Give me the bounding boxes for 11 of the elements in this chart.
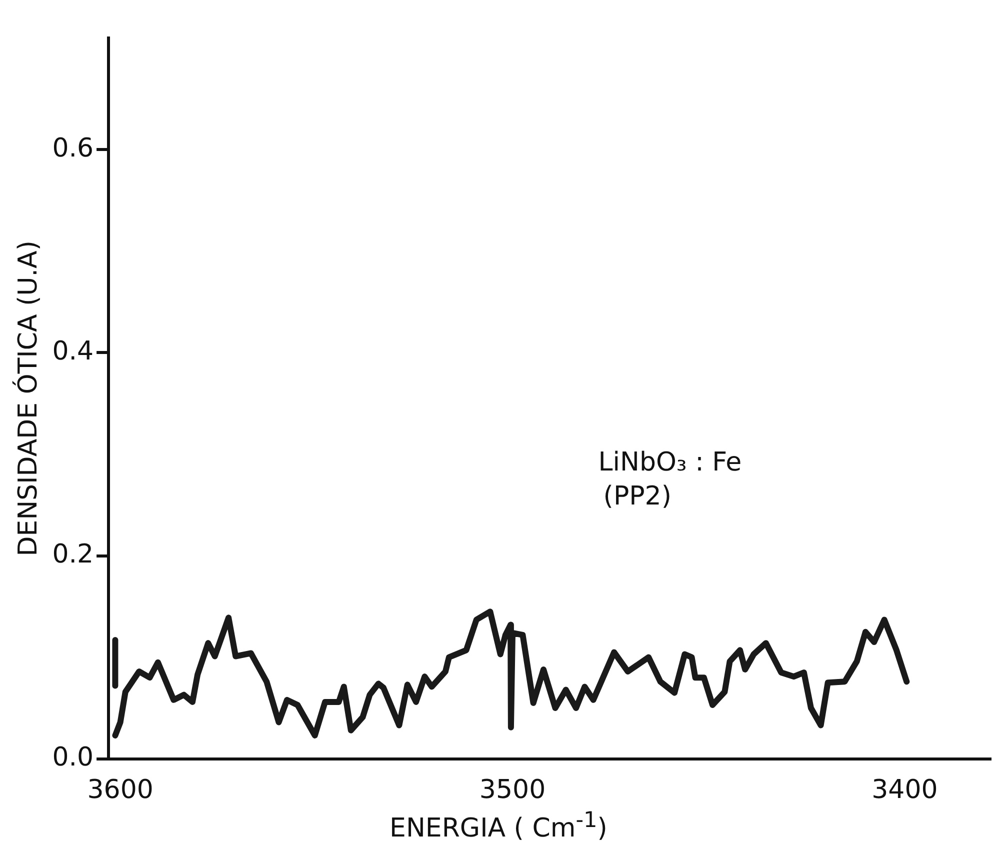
y-tick-label: 0.0 bbox=[52, 742, 94, 773]
x-tick-label: 3600 bbox=[87, 775, 154, 806]
annotation: LiNbO₃ : Fe bbox=[598, 447, 742, 478]
y-tick-label: 0.4 bbox=[52, 336, 94, 366]
x-tick-label: 3500 bbox=[479, 775, 546, 806]
y-tick-label: 0.2 bbox=[52, 540, 94, 570]
y-tick-label: 0.6 bbox=[52, 133, 94, 164]
x-axis-title: ENERGIA ( Cm$^{-1}$) bbox=[388, 808, 608, 844]
x-tick-label: 3400 bbox=[872, 775, 938, 806]
annotation: (PP2) bbox=[603, 481, 672, 512]
y-axis-title: DENSIDADE ÓTICA (U.A) bbox=[11, 240, 44, 556]
